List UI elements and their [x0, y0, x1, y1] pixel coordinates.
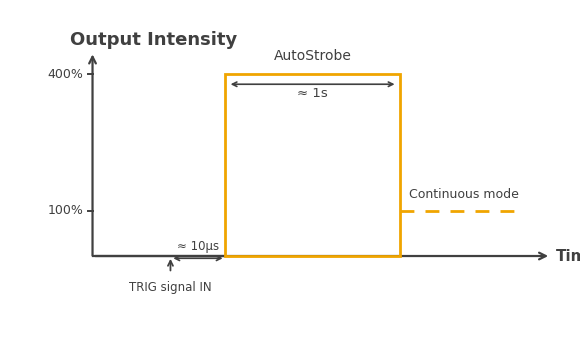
Text: 400%: 400%	[48, 68, 84, 81]
Text: Output Intensity: Output Intensity	[70, 31, 237, 49]
Text: 100%: 100%	[48, 204, 84, 217]
Text: Continuous mode: Continuous mode	[409, 188, 519, 201]
Text: ≈ 10μs: ≈ 10μs	[177, 240, 219, 253]
Text: TRIG signal IN: TRIG signal IN	[129, 281, 212, 294]
Bar	[226, 74, 400, 256]
Text: Time: Time	[556, 248, 580, 264]
Text: ≈ 1s: ≈ 1s	[297, 87, 328, 100]
Text: AutoStrobe: AutoStrobe	[274, 49, 351, 63]
